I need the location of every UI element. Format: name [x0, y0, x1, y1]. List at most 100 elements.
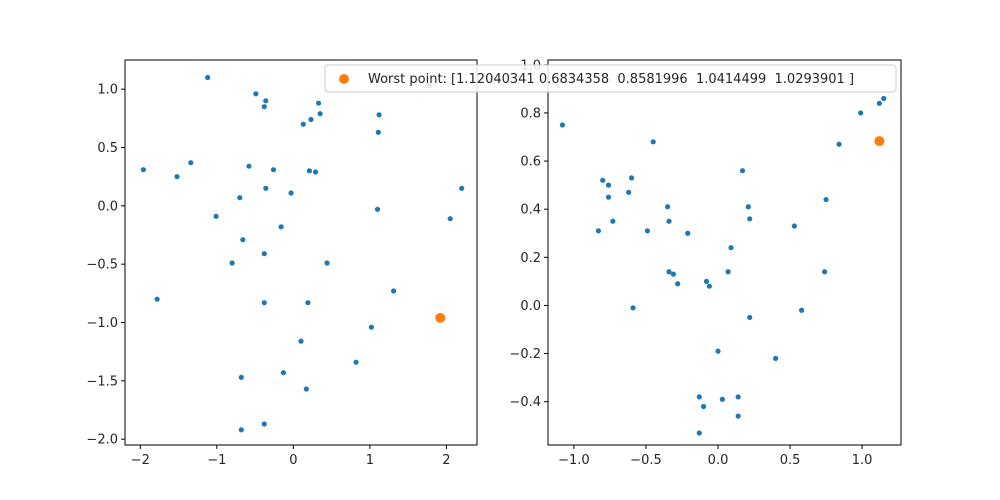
left-y-tick-label: 1.0 [97, 83, 118, 98]
left-scatter-plot: −2 −1 0 1 2 −2.0 −1.5 −1.0 −0.5 0.0 0.5 1.0 [86, 59, 478, 468]
left-x-tick-label: −1 [207, 453, 226, 468]
legend-label: Worst point: [1.12040341 0.6834358 0.858… [368, 72, 854, 87]
left-plot-marks [140, 74, 465, 433]
right-y-tick-label: 0.8 [520, 106, 541, 121]
right-scatter-point [610, 218, 616, 224]
right-scatter-point [745, 204, 751, 210]
left-scatter-point [368, 324, 374, 330]
right-scatter-point [644, 228, 651, 234]
legend-box [324, 64, 897, 93]
legend-marker-worst-point [339, 74, 349, 84]
right-scatter-point [719, 396, 725, 402]
left-scatter-point [390, 288, 397, 294]
left-scatter-point [240, 237, 246, 243]
right-scatter-point [822, 269, 828, 275]
right-scatter-point [626, 189, 632, 195]
left-scatter-point [174, 174, 180, 180]
legend: Worst point: [1.12040341 0.6834358 0.858… [324, 64, 897, 93]
right-scatter-point [747, 216, 753, 222]
right-y-tick-label: 0.0 [520, 299, 541, 314]
right-plot-marks [559, 95, 887, 436]
left-scatter-point [263, 185, 269, 191]
left-scatter-point [238, 374, 244, 380]
right-x-tick-label: 0.5 [780, 453, 801, 468]
left-scatter-point [246, 163, 252, 169]
right-scatter-point [630, 305, 636, 311]
right-scatter-point [798, 307, 805, 313]
right-scatter-point [605, 182, 612, 188]
left-scatter-point [261, 421, 267, 427]
left-x-tick-label: 2 [442, 453, 450, 468]
left-scatter-point [140, 167, 146, 173]
right-y-tick-label: 0.2 [520, 251, 541, 266]
left-scatter-point [205, 74, 211, 81]
right-x-tick-label: −1.0 [558, 453, 590, 468]
right-scatter-point [858, 110, 864, 116]
right-y-tick-label: −0.4 [509, 395, 541, 410]
right-scatter-point [876, 100, 882, 106]
right-worst-point-marker [874, 136, 885, 147]
right-scatter-point [701, 403, 707, 410]
right-scatter-point [605, 194, 612, 200]
left-plot-y-ticks: −2.0 −1.5 −1.0 −0.5 0.0 0.5 1.0 [86, 83, 125, 448]
left-plot-x-ticks: −2 −1 0 1 2 [131, 445, 451, 468]
left-scatter-point [459, 185, 465, 191]
right-x-tick-label: 0.0 [708, 453, 729, 468]
left-scatter-point [253, 91, 259, 97]
left-scatter-point [376, 112, 382, 118]
right-scatter-point [650, 139, 656, 145]
left-scatter-point [324, 260, 330, 266]
right-x-tick-label: −0.5 [630, 453, 662, 468]
left-scatter-point [316, 100, 322, 106]
left-scatter-point [312, 169, 319, 175]
left-scatter-point [300, 121, 306, 127]
right-scatter-point [725, 269, 731, 275]
right-scatter-point [703, 278, 710, 284]
right-scatter-point [670, 271, 676, 277]
left-worst-point-marker [435, 312, 446, 323]
left-scatter-point [353, 359, 359, 365]
right-y-tick-label: 0.6 [520, 155, 541, 170]
right-scatter-point [735, 394, 741, 400]
right-plot-y-ticks: −0.4−0.20.00.20.40.60.81.0 [509, 58, 548, 410]
right-y-tick-label: −0.2 [509, 347, 541, 362]
right-scatter-point [696, 430, 702, 436]
right-scatter-point [600, 177, 606, 183]
right-plot-frame [547, 59, 902, 446]
left-y-tick-label: −1.5 [86, 374, 118, 389]
left-x-tick-label: 1 [366, 453, 374, 468]
right-scatter-point [881, 95, 887, 102]
right-scatter-point [685, 230, 691, 236]
right-scatter-plot: −1.0 −0.5 0.0 0.5 1.0 −0.4 −0.2 0.0 0.2 0.4 0.6 0.… [509, 58, 902, 468]
left-y-tick-label: −1.0 [86, 316, 118, 331]
left-scatter-point [280, 370, 286, 376]
left-scatter-point [238, 427, 244, 433]
left-scatter-point [374, 206, 381, 212]
right-scatter-point [666, 218, 672, 224]
left-scatter-point [303, 386, 309, 392]
left-scatter-point [306, 168, 313, 174]
left-plot-frame [124, 59, 478, 446]
left-scatter-point [447, 216, 453, 222]
right-scatter-point [791, 223, 797, 229]
right-scatter-point [747, 314, 753, 321]
left-scatter-point [261, 104, 267, 110]
right-scatter-point [728, 245, 734, 251]
left-x-tick-label: 0 [289, 453, 297, 468]
left-y-tick-label: −0.5 [86, 258, 118, 273]
right-scatter-point [559, 122, 566, 128]
left-scatter-point [213, 213, 219, 219]
right-scatter-point [595, 228, 602, 234]
left-scatter-point [317, 111, 323, 117]
right-plot-x-ticks: −1.0 −0.5 0.0 0.5 1.0 [558, 445, 872, 468]
right-scatter-point [696, 394, 702, 400]
left-scatter-point [229, 260, 235, 266]
right-scatter-point [739, 168, 746, 174]
left-scatter-point [298, 338, 304, 344]
right-scatter-point [664, 204, 671, 210]
left-scatter-point [261, 300, 267, 306]
left-scatter-point [288, 190, 294, 196]
right-scatter-point [675, 281, 681, 287]
right-y-tick-label: 0.4 [520, 203, 541, 218]
left-scatter-point [375, 129, 381, 135]
